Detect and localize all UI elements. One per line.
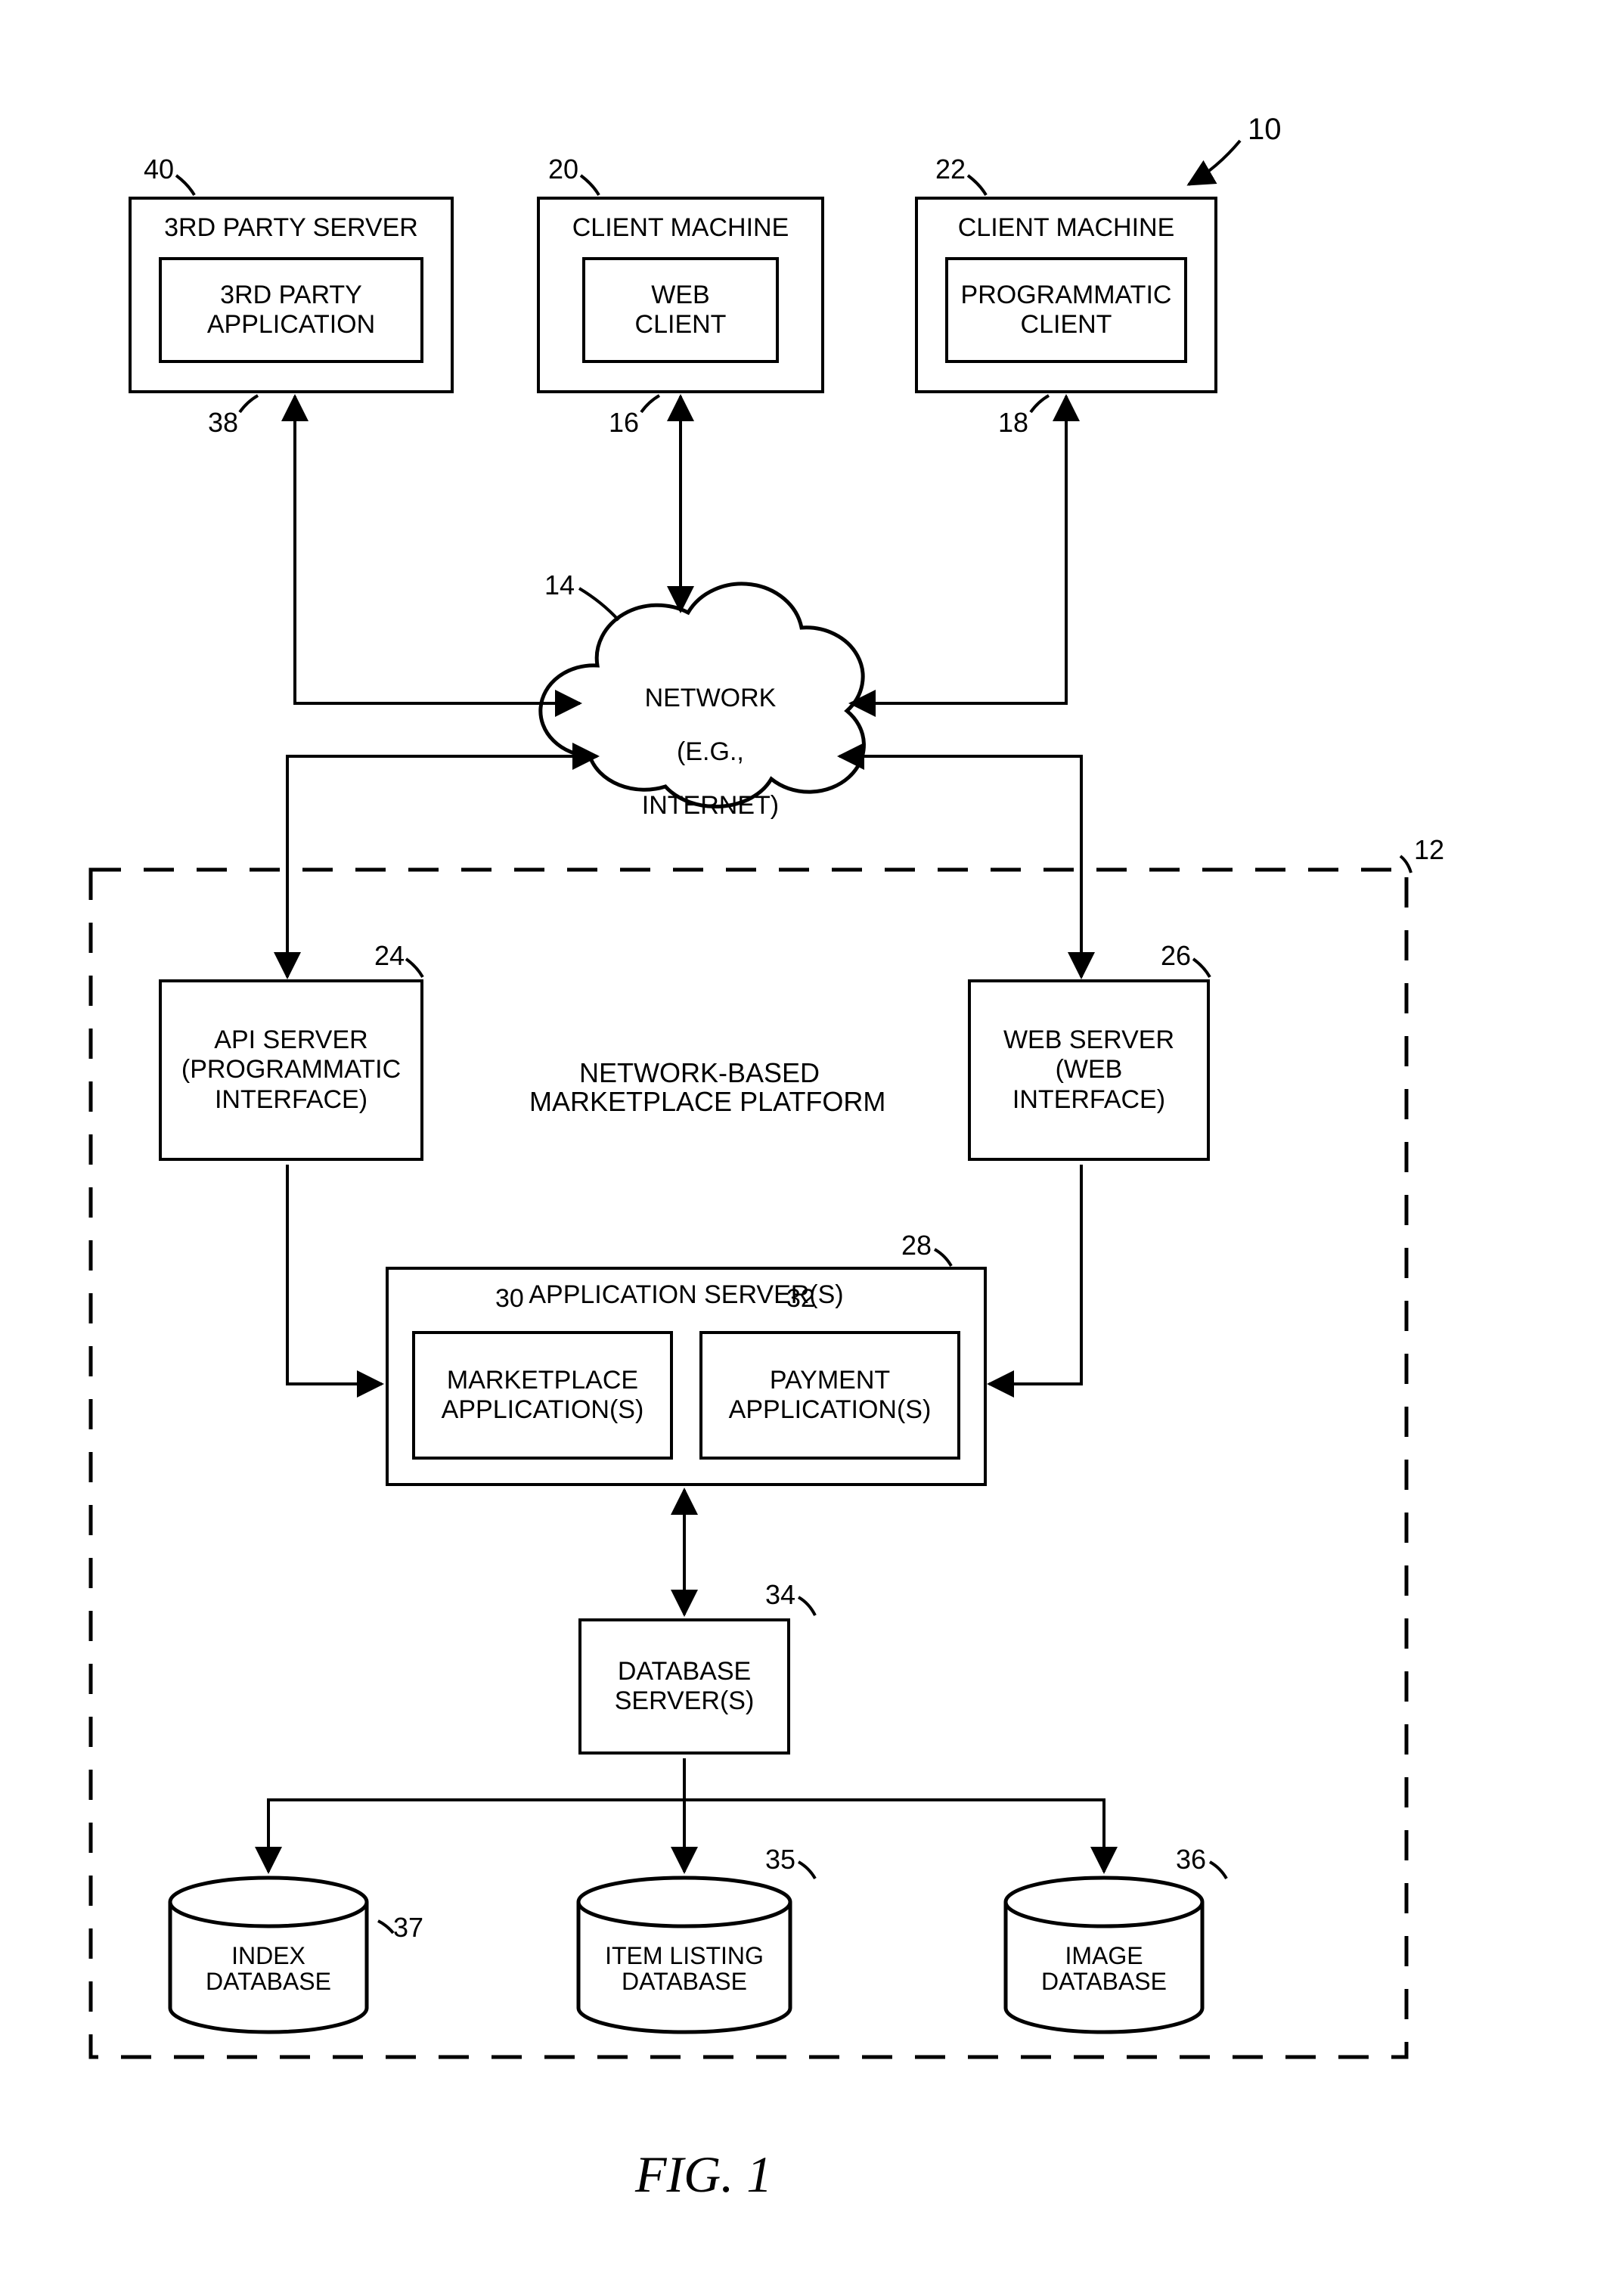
client-machine-prog-title: CLIENT MACHINE: [958, 213, 1175, 243]
programmatic-client: PROGRAMMATIC CLIENT: [945, 257, 1187, 363]
third-party-application: 3RD PARTY APPLICATION: [159, 257, 423, 363]
ref-36: 36: [1176, 1845, 1206, 1874]
ref-30: 30: [495, 1286, 524, 1313]
ref-18: 18: [998, 408, 1028, 437]
ref-40: 40: [144, 155, 174, 184]
ref-24: 24: [374, 942, 405, 970]
item-listing-database-label: ITEM LISTING DATABASE: [601, 1944, 767, 1994]
client-machine-web-title: CLIENT MACHINE: [572, 213, 789, 243]
ref-10: 10: [1248, 113, 1282, 145]
ref-35: 35: [765, 1845, 795, 1874]
ref-32: 32: [786, 1286, 815, 1313]
database-server: DATABASE SERVER(S): [578, 1618, 790, 1755]
ref-22: 22: [935, 155, 966, 184]
ref-14: 14: [544, 571, 575, 600]
marketplace-applications: MARKETPLACE APPLICATION(S): [412, 1331, 673, 1460]
network-text: NETWORK (E.G., INTERNET): [612, 658, 794, 820]
ref-38: 38: [208, 408, 238, 437]
payment-applications: PAYMENT APPLICATION(S): [699, 1331, 960, 1460]
ref-28: 28: [901, 1231, 932, 1260]
ref-26: 26: [1161, 942, 1191, 970]
platform-title: NETWORK-BASED MARKETPLACE PLATFORM: [529, 1059, 870, 1116]
web-server: WEB SERVER (WEB INTERFACE): [968, 979, 1210, 1161]
ref-16: 16: [609, 408, 639, 437]
ref-12: 12: [1414, 836, 1444, 864]
web-client: WEB CLIENT: [582, 257, 779, 363]
ref-20: 20: [548, 155, 578, 184]
ref-37: 37: [393, 1913, 423, 1942]
api-server: API SERVER (PROGRAMMATIC INTERFACE): [159, 979, 423, 1161]
ref-34: 34: [765, 1581, 795, 1609]
image-database-label: IMAGE DATABASE: [1036, 1944, 1172, 1994]
third-party-server-title: 3RD PARTY SERVER: [164, 213, 418, 243]
index-database-label: INDEX DATABASE: [193, 1944, 344, 1994]
figure-caption: FIG. 1: [635, 2148, 772, 2201]
